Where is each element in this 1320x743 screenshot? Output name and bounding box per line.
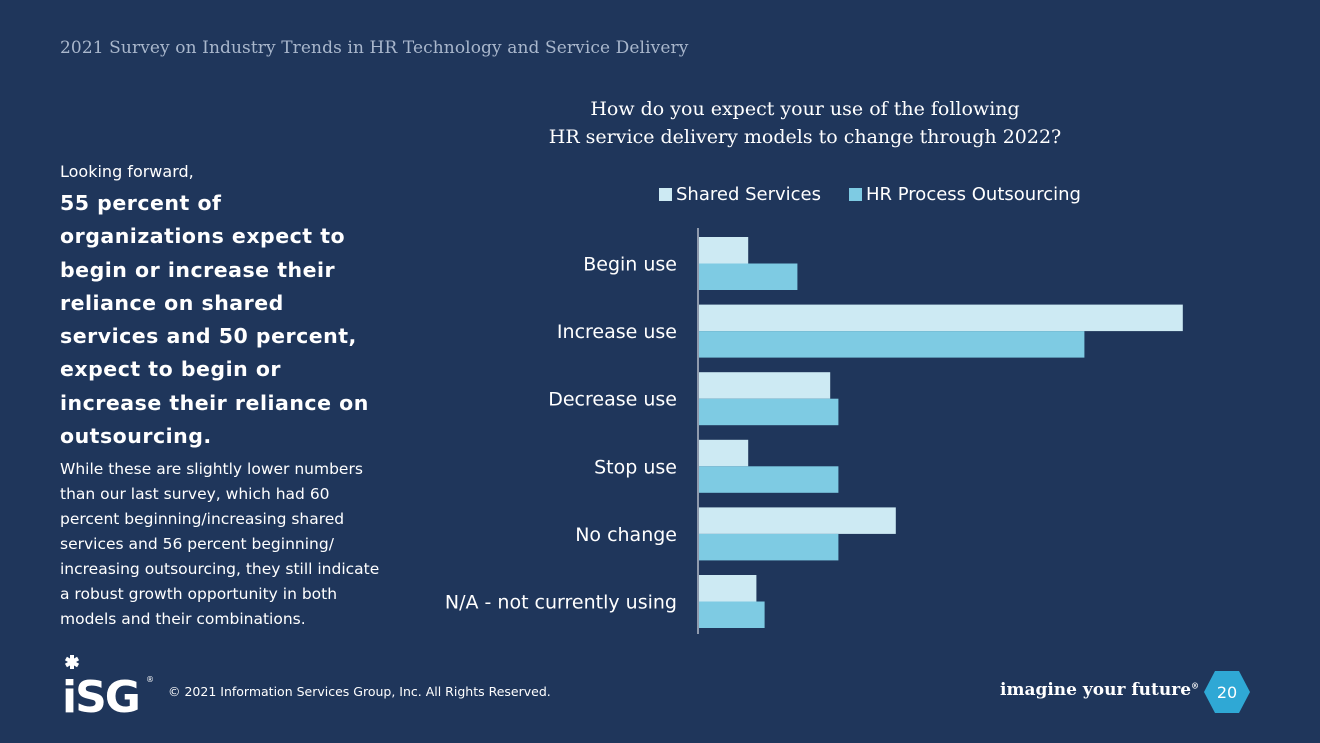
chart-legend: Shared Services HR Process Outsourcing <box>659 184 1081 205</box>
chart-title-line-1: How do you expect your use of the follow… <box>590 98 1020 120</box>
category-label: Decrease use <box>548 389 677 411</box>
legend-item-shared-services: Shared Services <box>659 184 821 205</box>
page-number-badge: 20 <box>1204 671 1250 713</box>
legend-swatch-outsourcing <box>849 188 862 201</box>
bar-outsourcing <box>699 263 798 290</box>
deck-header: 2021 Survey on Industry Trends in HR Tec… <box>60 38 689 58</box>
category-label: Increase use <box>557 321 677 343</box>
tagline-text: imagine your future <box>1000 680 1192 700</box>
chart-title: How do you expect your use of the follow… <box>480 95 1130 151</box>
hexagon-icon <box>1204 671 1250 713</box>
svg-text:iSG: iSG <box>62 672 139 714</box>
bar-shared-services <box>699 507 896 534</box>
chart-title-line-2: HR service delivery models to change thr… <box>548 126 1062 148</box>
bar-outsourcing <box>699 533 839 561</box>
summary-intro: Looking forward, <box>60 162 194 181</box>
copyright-text: © 2021 Information Services Group, Inc. … <box>168 684 551 699</box>
tagline: imagine your future® <box>1000 680 1199 700</box>
bar-shared-services <box>699 237 749 264</box>
bar-outsourcing <box>699 331 1085 358</box>
category-label: Stop use <box>594 456 677 478</box>
bar-outsourcing <box>699 601 765 628</box>
bar-shared-services <box>699 575 757 602</box>
category-label: N/A - not currently using <box>445 592 677 614</box>
category-label: No change <box>575 524 677 546</box>
bar-shared-services <box>699 439 749 467</box>
registered-mark: ® <box>1191 680 1200 691</box>
bar-outsourcing <box>699 398 839 426</box>
isg-logo: iSG ® <box>62 655 154 714</box>
summary-panel: Looking forward, 55 percent of organizat… <box>60 162 390 632</box>
bar-outsourcing <box>699 466 839 493</box>
bar-shared-services <box>699 372 831 399</box>
page-number: 20 <box>1217 683 1237 702</box>
legend-swatch-shared-services <box>659 188 672 201</box>
legend-item-outsourcing: HR Process Outsourcing <box>849 184 1081 205</box>
summary-body: While these are slightly lower numbers t… <box>60 460 380 629</box>
category-label: Begin use <box>583 254 677 276</box>
legend-label-shared-services: Shared Services <box>676 184 821 205</box>
svg-text:®: ® <box>146 675 154 684</box>
bar-shared-services <box>699 304 1183 332</box>
summary-highlight: 55 percent of organizations expect to be… <box>60 191 369 449</box>
legend-label-outsourcing: HR Process Outsourcing <box>866 184 1081 205</box>
